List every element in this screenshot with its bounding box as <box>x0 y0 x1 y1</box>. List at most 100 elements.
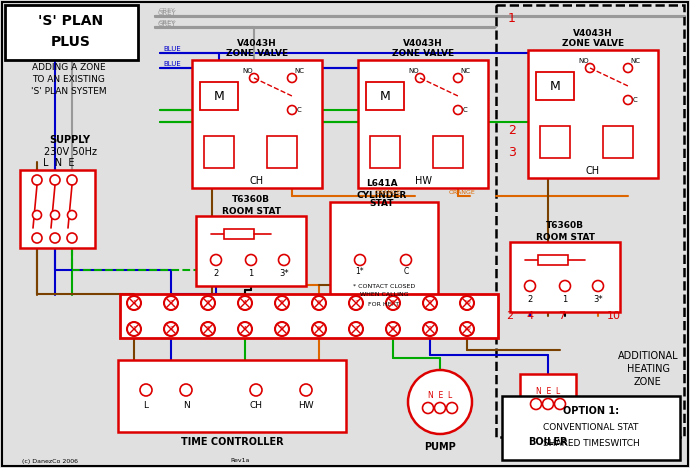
Text: ZONE: ZONE <box>634 377 662 387</box>
Bar <box>330 202 438 310</box>
Text: HEATING: HEATING <box>627 364 669 374</box>
Text: 5: 5 <box>280 300 284 306</box>
Text: STAT: STAT <box>370 199 394 209</box>
Text: 8: 8 <box>391 300 395 306</box>
Text: 1: 1 <box>132 300 136 306</box>
Circle shape <box>408 370 472 434</box>
Text: 2: 2 <box>169 300 173 306</box>
Text: TO AN EXISTING: TO AN EXISTING <box>32 74 106 83</box>
Text: T6360B: T6360B <box>546 221 584 231</box>
Text: 6: 6 <box>317 300 321 306</box>
Text: 'S' PLAN: 'S' PLAN <box>39 14 104 28</box>
Text: L  N  E: L N E <box>43 158 75 168</box>
Text: 6: 6 <box>317 327 321 331</box>
Circle shape <box>624 95 633 104</box>
Text: 230V 50Hz: 230V 50Hz <box>43 147 97 157</box>
Bar <box>20 170 95 248</box>
Text: 8: 8 <box>391 327 395 331</box>
Text: M: M <box>214 89 224 102</box>
Text: 2: 2 <box>527 294 533 304</box>
Text: 3: 3 <box>206 327 210 331</box>
Text: NO: NO <box>408 68 420 74</box>
Circle shape <box>555 398 566 410</box>
Bar <box>370 136 400 168</box>
Circle shape <box>460 296 474 310</box>
Text: NO: NO <box>243 68 253 74</box>
Bar <box>224 229 254 239</box>
Circle shape <box>300 384 312 396</box>
Text: 1: 1 <box>508 13 516 25</box>
Bar <box>204 136 234 168</box>
Text: GREY: GREY <box>158 10 177 16</box>
Text: C: C <box>633 97 638 103</box>
Text: CH: CH <box>250 401 262 410</box>
Circle shape <box>288 73 297 82</box>
Circle shape <box>50 211 59 219</box>
Circle shape <box>127 322 141 336</box>
Text: ORANGE: ORANGE <box>375 190 402 195</box>
Text: BLUE: BLUE <box>163 46 181 52</box>
Circle shape <box>423 296 437 310</box>
Circle shape <box>586 64 595 73</box>
Bar <box>366 82 404 110</box>
Text: SHARED TIMESWITCH: SHARED TIMESWITCH <box>542 439 640 447</box>
Bar <box>502 396 680 460</box>
Text: 4: 4 <box>243 300 247 306</box>
Circle shape <box>201 322 215 336</box>
Circle shape <box>275 322 289 336</box>
Circle shape <box>140 384 152 396</box>
Circle shape <box>312 296 326 310</box>
Circle shape <box>238 322 252 336</box>
Text: GREY: GREY <box>159 8 176 14</box>
Circle shape <box>288 105 297 115</box>
Circle shape <box>250 73 259 82</box>
Bar <box>118 360 346 432</box>
Circle shape <box>68 211 77 219</box>
Text: 3: 3 <box>508 146 516 160</box>
Text: N  E  L: N E L <box>536 388 560 396</box>
Circle shape <box>531 398 542 410</box>
Circle shape <box>50 233 60 243</box>
Bar <box>196 216 306 286</box>
Circle shape <box>50 175 60 185</box>
Text: 2: 2 <box>169 327 173 331</box>
Circle shape <box>349 322 363 336</box>
Text: ROOM STAT: ROOM STAT <box>535 233 595 241</box>
Circle shape <box>453 73 462 82</box>
Text: NO: NO <box>579 58 589 64</box>
Text: V4043H: V4043H <box>403 39 443 49</box>
Text: HW: HW <box>298 401 314 410</box>
Bar <box>536 72 574 100</box>
Text: L: L <box>144 401 148 410</box>
Text: ZONE VALVE: ZONE VALVE <box>562 39 624 49</box>
Circle shape <box>415 73 424 82</box>
Text: GREY: GREY <box>159 20 176 24</box>
Circle shape <box>164 322 178 336</box>
Text: BLUE: BLUE <box>163 61 181 67</box>
Circle shape <box>524 280 535 292</box>
Circle shape <box>422 402 433 414</box>
Circle shape <box>560 280 571 292</box>
Text: 5: 5 <box>280 327 284 331</box>
Text: 2: 2 <box>213 269 219 278</box>
Text: PLUS: PLUS <box>51 35 91 49</box>
Text: ADDITIONAL: ADDITIONAL <box>618 351 678 361</box>
Circle shape <box>423 322 437 336</box>
Text: 9: 9 <box>428 300 432 306</box>
Text: 2: 2 <box>508 124 516 138</box>
Circle shape <box>453 105 462 115</box>
Text: V4043H: V4043H <box>573 29 613 38</box>
Circle shape <box>386 322 400 336</box>
Circle shape <box>32 233 42 243</box>
Bar <box>540 126 570 158</box>
Text: CYLINDER: CYLINDER <box>357 190 407 199</box>
Text: M: M <box>550 80 560 93</box>
Circle shape <box>279 255 290 265</box>
Text: C: C <box>404 268 408 277</box>
Bar <box>510 242 620 312</box>
Circle shape <box>542 398 553 410</box>
Bar <box>120 294 498 338</box>
Circle shape <box>32 175 42 185</box>
Text: 10: 10 <box>607 311 621 321</box>
Text: 2: 2 <box>506 311 513 321</box>
